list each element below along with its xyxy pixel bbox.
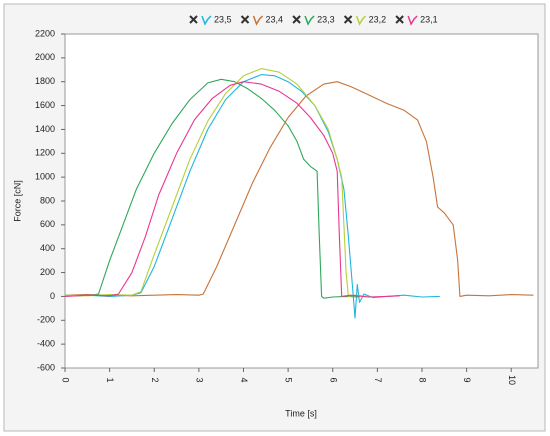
x-tick-label: 0 [61, 377, 71, 382]
x-tick-label: 10 [507, 375, 517, 385]
y-tick-label: 800 [40, 195, 55, 205]
legend-swatch[interactable] [201, 15, 212, 26]
y-axis-label: Force [cN] [12, 180, 22, 222]
legend-toggle-icon[interactable] [189, 15, 198, 24]
y-tick-label: 2000 [35, 52, 55, 62]
y-tick-label: 1800 [35, 76, 55, 86]
legend-toggle-icon[interactable] [343, 15, 353, 24]
legend-toggle-icon[interactable] [395, 15, 404, 24]
y-tick-label: -600 [37, 362, 55, 372]
x-tick-label: 1 [105, 377, 115, 382]
series-line [64, 81, 400, 298]
y-tick-label: 2200 [35, 28, 55, 38]
y-tick-label: 0 [50, 291, 55, 301]
series-line [64, 74, 440, 319]
x-axis-label: Time [s] [285, 408, 317, 418]
x-tick-label: 6 [328, 377, 338, 382]
x-tick-label: 8 [418, 377, 428, 382]
legend-label[interactable]: 23,2 [369, 14, 387, 24]
plot-area [64, 33, 539, 369]
legend-label[interactable]: 23,4 [266, 14, 284, 24]
y-tick-label: 1600 [35, 100, 55, 110]
series-line [64, 78, 360, 299]
legend-toggle-icon[interactable] [292, 15, 301, 24]
legend-label[interactable]: 23,5 [214, 14, 232, 24]
series-line [64, 81, 534, 297]
y-tick-label: 600 [40, 219, 55, 229]
x-tick-label: 4 [239, 377, 249, 382]
y-tick-label: 1200 [35, 148, 55, 158]
legend-swatch[interactable] [407, 15, 418, 26]
x-tick-label: 7 [373, 377, 383, 382]
x-tick-label: 2 [150, 377, 160, 382]
legend-label[interactable]: 23,1 [420, 14, 438, 24]
legend-label[interactable]: 23,3 [317, 14, 335, 24]
y-tick-label: -200 [37, 315, 55, 325]
legend-toggle-icon[interactable] [240, 15, 250, 24]
series-line [64, 68, 369, 297]
x-tick-label: 9 [462, 377, 472, 382]
y-tick-label: 1400 [35, 124, 55, 134]
legend-swatch[interactable] [304, 15, 315, 26]
y-tick-label: -400 [37, 339, 55, 349]
legend-swatch[interactable] [252, 15, 264, 26]
x-tick-label: 5 [284, 377, 294, 382]
x-tick-label: 3 [194, 377, 204, 382]
y-tick-label: 200 [40, 267, 55, 277]
y-tick-label: 1000 [35, 172, 55, 182]
y-tick-label: 400 [40, 243, 55, 253]
legend-swatch[interactable] [355, 15, 367, 26]
